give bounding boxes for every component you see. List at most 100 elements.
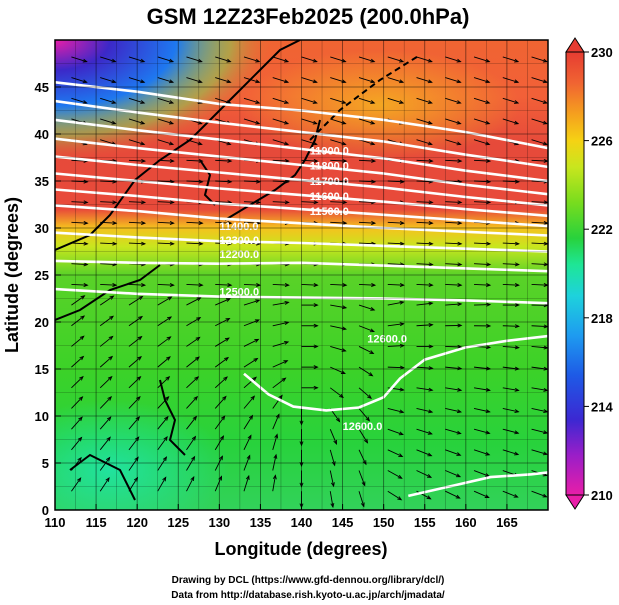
streamline-segment: [272, 118, 289, 125]
streamline-segment: [474, 263, 491, 265]
streamline-segment: [531, 118, 547, 125]
streamline-arrow: [83, 200, 89, 205]
streamline-segment: [272, 97, 289, 104]
streamline-segment: [445, 139, 461, 145]
streamline-segment: [358, 428, 368, 443]
streamline-arrow: [193, 395, 199, 401]
streamline-segment: [387, 263, 404, 265]
streamline-arrow: [162, 456, 168, 462]
streamline-segment: [186, 283, 203, 286]
streamline-arrow: [339, 393, 344, 399]
streamline-arrow: [514, 324, 520, 329]
colorbar-top-arrow: [565, 37, 585, 53]
streamline-arrow: [224, 337, 230, 342]
streamline-arrow: [426, 495, 432, 500]
streamline-arrow: [485, 79, 491, 84]
streamline-arrow: [255, 299, 261, 304]
colorbar-tick-label: 226: [591, 134, 613, 149]
streamline-segment: [272, 395, 283, 409]
streamline-arrow: [162, 476, 167, 482]
streamline-segment: [502, 97, 519, 104]
streamline-arrow: [83, 262, 89, 267]
streamline-segment: [502, 490, 518, 498]
streamline-arrow: [219, 435, 225, 441]
streamline-segment: [243, 118, 260, 125]
streamline-segment: [243, 358, 258, 368]
streamline-arrow: [370, 100, 376, 104]
streamline-arrow: [485, 100, 491, 104]
coastline-asia: [55, 40, 301, 251]
x-axis-label: Longitude (degrees): [214, 539, 387, 559]
streamline-segment: [358, 201, 376, 203]
streamline-segment: [215, 283, 232, 286]
streamline-segment: [215, 77, 231, 83]
streamline-segment: [71, 56, 87, 63]
streamline-arrow: [367, 394, 372, 400]
streamline-segment: [387, 56, 404, 63]
streamline-arrow: [107, 375, 113, 381]
streamline-arrow: [197, 79, 203, 84]
streamline-segment: [215, 56, 231, 63]
streamline-arrow: [255, 79, 261, 84]
streamline-arrow: [514, 387, 520, 392]
streamline-arrow: [514, 283, 520, 287]
streamline-segment: [531, 387, 548, 391]
streamline-arrow: [485, 120, 491, 125]
streamline-segment: [99, 315, 114, 327]
streamline-segment: [157, 416, 169, 430]
streamline-segment: [416, 428, 432, 435]
streamline-segment: [445, 56, 461, 63]
streamline-arrow: [370, 79, 376, 84]
streamline-arrow: [341, 326, 348, 331]
streamline-arrow: [428, 344, 434, 349]
streamline-segment: [99, 437, 111, 451]
streamline-arrow: [313, 323, 319, 328]
streamline-segment: [186, 356, 200, 368]
streamline-arrow: [227, 221, 233, 225]
streamline-arrow: [361, 481, 366, 487]
streamline-arrow: [255, 100, 261, 104]
streamline-arrow: [169, 200, 175, 205]
streamline-segment: [128, 56, 145, 63]
streamline-segment: [445, 159, 462, 162]
streamline-segment: [531, 77, 547, 83]
streamline-arrow: [398, 431, 404, 436]
streamline-segment: [272, 360, 288, 368]
streamline-arrow: [399, 79, 405, 84]
streamline-arrow: [427, 79, 433, 84]
streamline-arrow: [542, 120, 548, 125]
streamline-arrow: [111, 58, 117, 63]
streamline-arrow: [227, 283, 233, 287]
streamline-arrow: [105, 476, 110, 482]
streamline-arrow: [112, 221, 118, 225]
streamline-segment: [128, 457, 139, 471]
streamline-arrow: [360, 502, 365, 508]
y-tick-label: 30: [35, 221, 49, 236]
streamline-arrow: [253, 357, 259, 363]
streamline-arrow: [333, 439, 337, 445]
streamline-arrow: [313, 283, 319, 287]
streamline-arrow: [226, 141, 232, 146]
streamline-segment: [445, 470, 461, 478]
streamline-segment: [99, 477, 110, 492]
streamline-arrow: [198, 158, 204, 163]
colorbar-bottom-arrow: [565, 494, 585, 510]
streamline-segment: [71, 77, 87, 83]
streamline-segment: [71, 437, 82, 451]
streamline-segment: [243, 97, 260, 104]
streamline-segment: [100, 139, 116, 145]
streamline-arrow: [167, 316, 173, 321]
streamline-segment: [387, 449, 403, 457]
streamline-segment: [358, 304, 375, 311]
streamline-segment: [387, 283, 404, 286]
streamline-segment: [214, 337, 230, 347]
streamline-arrow: [219, 455, 223, 461]
streamline-arrow: [486, 283, 492, 287]
coastlines: [55, 40, 421, 501]
streamline-segment: [243, 338, 259, 347]
streamline-arrow: [485, 409, 491, 414]
streamline-arrow: [140, 120, 146, 125]
streamline-arrow: [138, 315, 143, 321]
streamline-arrow: [330, 482, 335, 488]
streamline-arrow: [109, 315, 115, 320]
